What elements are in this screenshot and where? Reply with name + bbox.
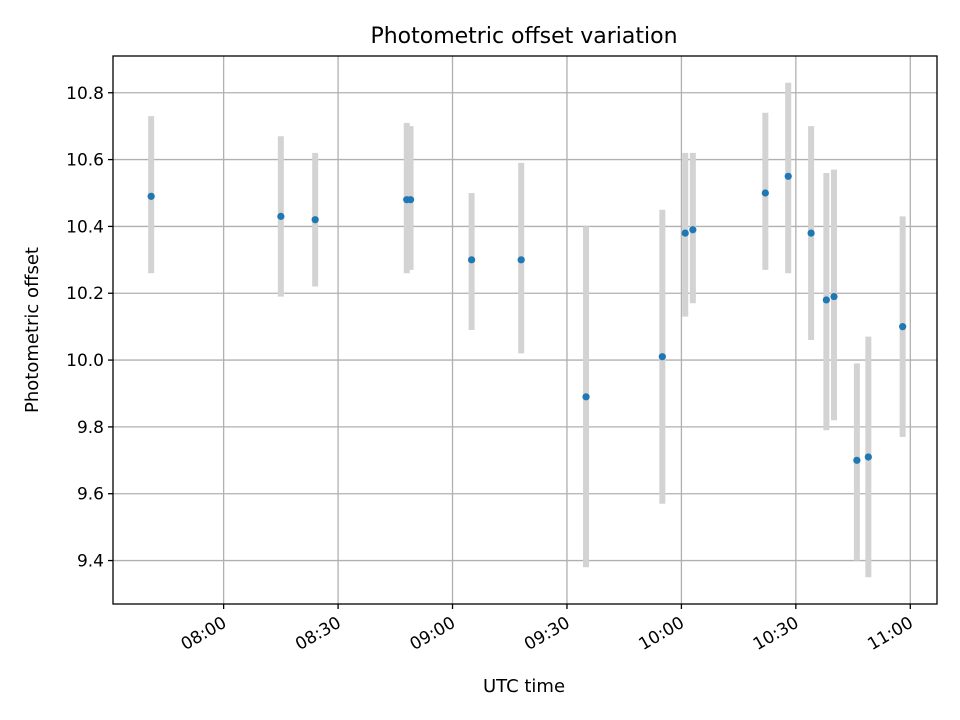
data-point xyxy=(807,229,815,237)
grid xyxy=(113,56,937,604)
data-point xyxy=(761,189,769,197)
data-point xyxy=(311,216,319,224)
y-tick-label: 10.8 xyxy=(66,84,104,104)
data-point xyxy=(517,256,525,264)
y-tick-label: 10.0 xyxy=(66,351,104,371)
data-point xyxy=(822,296,830,304)
data-point xyxy=(406,196,415,204)
y-axis-label: Photometric offset xyxy=(22,247,43,413)
data-point xyxy=(830,292,838,301)
data-point xyxy=(784,172,792,180)
y-axis-ticks: 9.4 9.6 9.8 10.0 10.2 10.4 10.6 10.8 xyxy=(66,84,113,572)
data-point xyxy=(277,212,285,220)
y-tick-label: 10.6 xyxy=(66,151,104,171)
y-tick-label: 9.8 xyxy=(77,418,104,438)
y-tick-label: 10.4 xyxy=(66,217,104,237)
data-point xyxy=(864,453,872,461)
y-tick-label: 9.6 xyxy=(77,485,104,505)
data-point xyxy=(582,393,590,401)
y-tick-label: 9.4 xyxy=(77,552,104,572)
data-point xyxy=(899,323,907,331)
data-points xyxy=(147,172,907,464)
x-axis-label: UTC time xyxy=(483,676,565,697)
chart-title: Photometric offset variation xyxy=(370,24,677,49)
y-tick-label: 10.2 xyxy=(66,284,104,304)
plot-frame xyxy=(112,55,938,605)
data-point xyxy=(147,192,155,200)
data-point xyxy=(689,226,697,234)
data-point xyxy=(467,256,476,264)
data-point xyxy=(681,229,689,237)
data-point xyxy=(658,353,666,361)
data-point xyxy=(853,456,861,464)
